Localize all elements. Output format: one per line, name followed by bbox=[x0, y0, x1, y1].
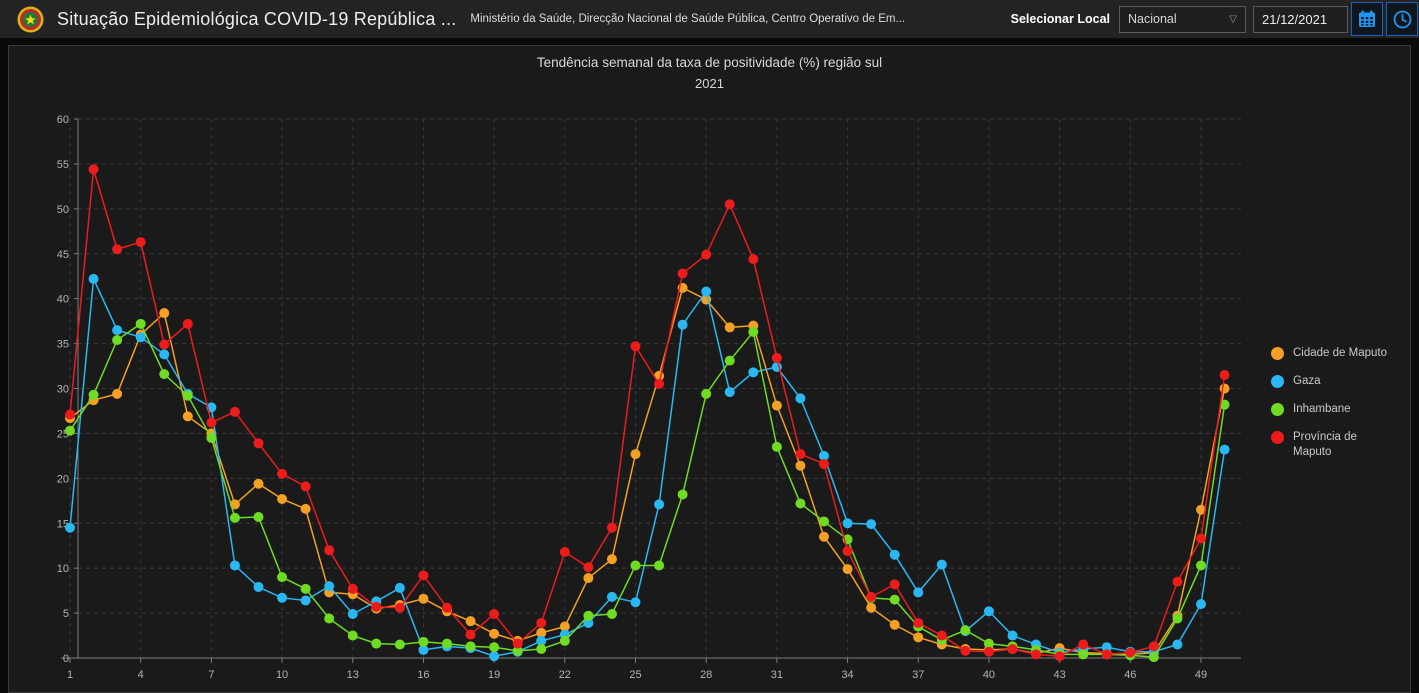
svg-text:16: 16 bbox=[417, 669, 429, 681]
svg-text:4: 4 bbox=[138, 669, 144, 681]
svg-text:19: 19 bbox=[488, 669, 500, 681]
calendar-button[interactable] bbox=[1351, 2, 1383, 36]
mozambique-emblem-icon bbox=[17, 6, 44, 32]
chevron-down-icon: ▽ bbox=[1229, 13, 1237, 25]
chart-title: Tendência semanal da taxa de positividad… bbox=[536, 55, 883, 70]
svg-text:40: 40 bbox=[57, 294, 69, 306]
svg-text:37: 37 bbox=[912, 669, 924, 681]
svg-text:55: 55 bbox=[57, 159, 69, 171]
svg-text:46: 46 bbox=[1124, 669, 1136, 681]
svg-text:40: 40 bbox=[983, 669, 995, 681]
svg-text:34: 34 bbox=[841, 669, 853, 681]
legend-item[interactable]: Gaza bbox=[1271, 374, 1403, 389]
svg-text:49: 49 bbox=[1195, 669, 1207, 681]
svg-text:28: 28 bbox=[700, 669, 712, 681]
svg-text:43: 43 bbox=[1054, 669, 1066, 681]
calendar-icon bbox=[1359, 10, 1375, 27]
legend-dot-icon bbox=[1271, 402, 1284, 416]
date-input[interactable]: 21/12/2021 bbox=[1253, 5, 1348, 33]
legend-dot-icon bbox=[1271, 374, 1284, 388]
clock-icon bbox=[1393, 10, 1411, 28]
legend-dot-icon bbox=[1271, 347, 1284, 360]
svg-text:31: 31 bbox=[771, 669, 783, 681]
svg-text:20: 20 bbox=[57, 473, 69, 485]
svg-text:35: 35 bbox=[57, 339, 69, 351]
app-title: Situação Epidemiológica COVID-19 Repúbli… bbox=[57, 8, 457, 29]
legend-label: Província de Maputo bbox=[1293, 430, 1357, 458]
svg-text:10: 10 bbox=[276, 669, 288, 681]
svg-text:22: 22 bbox=[559, 669, 571, 681]
chart-legend: Cidade de Maputo Gaza Inhambane Província d… bbox=[1271, 346, 1403, 473]
legend-label: Gaza bbox=[1293, 374, 1321, 387]
app-subtitle: Ministério da Saúde, Direcção Nacional d… bbox=[470, 13, 906, 25]
legend-label: Inhambane bbox=[1293, 402, 1351, 415]
header-controls: Selecionar Local Nacional ▽ 21/12/2021 bbox=[1011, 2, 1418, 36]
svg-text:25: 25 bbox=[629, 669, 641, 681]
svg-text:45: 45 bbox=[57, 249, 69, 261]
svg-text:60: 60 bbox=[57, 114, 69, 126]
svg-text:30: 30 bbox=[57, 384, 69, 396]
svg-text:13: 13 bbox=[347, 669, 359, 681]
header-bar: Situação Epidemiológica COVID-19 Repúbli… bbox=[0, 0, 1419, 38]
svg-text:0: 0 bbox=[63, 653, 69, 665]
svg-text:10: 10 bbox=[57, 563, 69, 575]
svg-text:5: 5 bbox=[63, 608, 69, 620]
chart-panel: Tendência semanal da taxa de positividad… bbox=[8, 45, 1411, 693]
legend-item[interactable]: Província de Maputo bbox=[1271, 430, 1403, 460]
selector-label: Selecionar Local bbox=[1010, 12, 1110, 26]
chart-subtitle: 2021 bbox=[695, 76, 724, 91]
svg-text:1: 1 bbox=[67, 669, 73, 681]
clock-button[interactable] bbox=[1386, 2, 1418, 36]
legend-item[interactable]: Inhambane bbox=[1271, 402, 1403, 417]
svg-text:7: 7 bbox=[208, 669, 214, 681]
location-dropdown[interactable]: Nacional ▽ bbox=[1119, 5, 1246, 33]
legend-item[interactable]: Cidade de Maputo bbox=[1271, 346, 1403, 361]
chart-svg[interactable]: 1 4 7 10 13 16 19 22 25 28 31 34 37 40 43 46 49051015202… bbox=[9, 46, 1410, 692]
svg-text:50: 50 bbox=[57, 204, 69, 216]
location-dropdown-value: Nacional bbox=[1128, 12, 1177, 26]
legend-dot-icon bbox=[1271, 430, 1284, 444]
legend-label: Cidade de Maputo bbox=[1293, 347, 1387, 359]
date-value: 21/12/2021 bbox=[1262, 11, 1328, 27]
